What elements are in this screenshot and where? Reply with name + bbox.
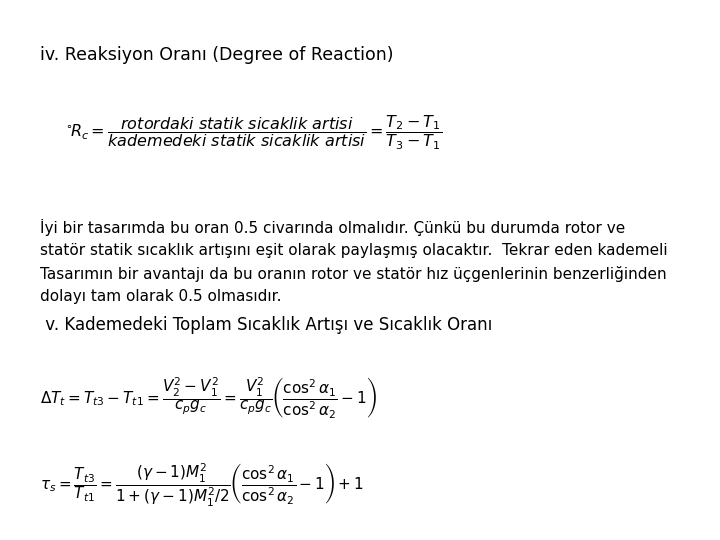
Text: $\tau_s = \dfrac{T_{t3}}{T_{t1}} = \dfrac{(\gamma - 1) M_1^2}{1 + (\gamma - 1) M: $\tau_s = \dfrac{T_{t3}}{T_{t1}} = \dfra… <box>40 462 364 509</box>
Text: İyi bir tasarımda bu oran 0.5 civarında olmalıdır. Çünkü bu durumda rotor ve
sta: İyi bir tasarımda bu oran 0.5 civarında … <box>40 219 667 304</box>
Text: iv. Reaksiyon Oranı (Degree of Reaction): iv. Reaksiyon Oranı (Degree of Reaction) <box>40 46 393 64</box>
Text: $\Delta T_t = T_{t3} - T_{t1} = \dfrac{V_2^2 - V_1^2}{c_p g_c} = \dfrac{V_1^2}{c: $\Delta T_t = T_{t3} - T_{t1} = \dfrac{V… <box>40 375 377 421</box>
Text: v. Kademedeki Toplam Sıcaklık Artışı ve Sıcaklık Oranı: v. Kademedeki Toplam Sıcaklık Artışı ve … <box>40 316 492 334</box>
Text: ${}^{\circ}\!R_c = \dfrac{\mathit{rotordaki\ statik\ sicaklik\ artisi}}{\mathit{: ${}^{\circ}\!R_c = \dfrac{\mathit{rotord… <box>65 113 442 152</box>
